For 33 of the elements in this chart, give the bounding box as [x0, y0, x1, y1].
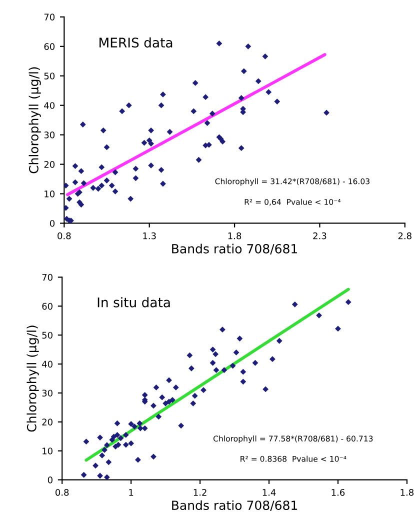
x-tick-label: 1.8: [400, 488, 414, 496]
y-axis-title: Chlorophyll (µg/l): [26, 326, 39, 432]
x-axis-title: Bands ratio 708/681: [172, 244, 298, 254]
x-tick-label: 1.6: [332, 488, 345, 496]
y-tick-label: 60: [44, 43, 55, 50]
annotation: In situ data: [98, 297, 170, 308]
y-axis-title: Chlorophyll (µg/l): [28, 67, 41, 174]
y-tick-label: 40: [44, 102, 55, 109]
x-tick-label: 1.3: [143, 232, 156, 240]
y-tick-label: 70: [44, 14, 55, 20]
y-tick-label: 10: [44, 190, 55, 198]
y-tick-label: 30: [44, 132, 55, 138]
x-tick-label: 1.4: [262, 489, 276, 496]
y-tick-label: 60: [42, 302, 52, 310]
y-tick-label: 30: [42, 390, 52, 397]
x-axis-title: Bands ratio 708/681: [172, 500, 298, 512]
y-tick-label: 50: [42, 332, 52, 339]
x-tick-label: 1.8: [228, 232, 242, 240]
y-tick-label: 70: [42, 274, 52, 281]
y-tick-label: 0: [50, 220, 55, 227]
x-tick-label: 2.3: [313, 232, 326, 240]
x-tick-label: 0.8: [56, 488, 69, 496]
x-tick-label: 2.8: [398, 232, 412, 240]
y-tick-label: 20: [44, 161, 55, 168]
x-tick-label: 0.8: [58, 232, 71, 240]
y-tick-label: 10: [42, 448, 52, 454]
y-tick-label: 40: [42, 360, 52, 368]
y-tick-label: 20: [42, 418, 52, 426]
x-tick-label: 1: [129, 489, 134, 496]
x-tick-label: 1.2: [194, 488, 206, 496]
y-tick-label: 50: [44, 72, 55, 80]
y-tick-label: 0: [48, 476, 52, 484]
annotation: MERIS data: [100, 37, 172, 48]
